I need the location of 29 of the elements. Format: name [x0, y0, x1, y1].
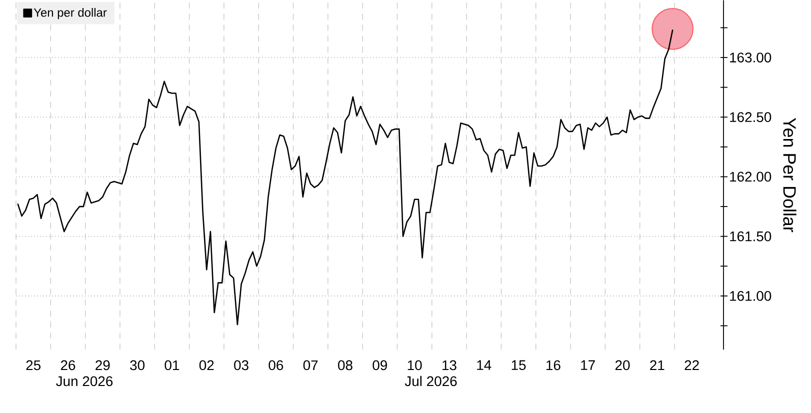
text: Jul 2026: [404, 376, 457, 386]
text: Jun 2026: [56, 376, 113, 386]
x-tick-label: 15: [512, 360, 526, 370]
y-tick-label: 161.50: [730, 231, 772, 242]
x-tick-label: 03: [234, 360, 248, 370]
x-tick-label: 20: [615, 360, 630, 370]
x-tick-label: 14: [477, 360, 492, 370]
x-tick-label: 22: [684, 360, 699, 370]
x-tick-label: 29: [96, 360, 110, 370]
x-tick-label: 07: [303, 360, 318, 370]
x-tick-label: 26: [60, 360, 76, 370]
x-tick-label: 17: [581, 360, 595, 370]
x-tick-label: 25: [26, 360, 40, 370]
y-tick-label: 161.00: [730, 291, 772, 301]
y-tick-label: 162.50: [730, 112, 772, 122]
x-tick-label: 21: [650, 360, 664, 370]
y-tick-label: 163.00: [730, 52, 772, 62]
x-tick-label: 16: [546, 360, 560, 370]
x-tick-label: 06: [268, 360, 284, 370]
x-tick-label: 30: [130, 360, 145, 370]
x-tick-label: 09: [372, 360, 387, 370]
x-tick-label: 08: [338, 360, 352, 370]
y-tick-label: 162.00: [730, 172, 772, 182]
legend-label: Yen per dollar: [34, 8, 107, 20]
x-tick-label: 02: [199, 360, 214, 370]
x-tick-label: 01: [164, 360, 180, 370]
x-tick-label: 13: [442, 360, 456, 370]
x-tick-label: 10: [408, 360, 422, 370]
y-axis-title: Yen Per Dollar: [783, 118, 796, 232]
